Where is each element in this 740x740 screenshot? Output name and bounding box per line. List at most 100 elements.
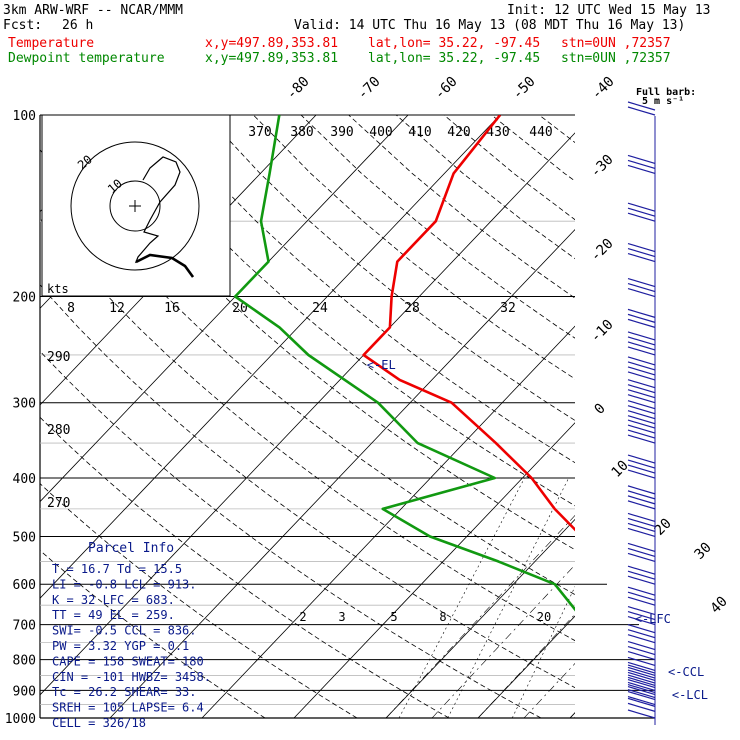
dewpoint-legend-xy: x,y=497.89,353.81 bbox=[205, 51, 339, 66]
wind-barb bbox=[627, 690, 656, 701]
pressure-label-1000: 1000 bbox=[5, 712, 36, 727]
wind-barb bbox=[627, 606, 656, 616]
pressure-label-900: 900 bbox=[13, 684, 36, 699]
forecast-value: 26 h bbox=[62, 18, 94, 33]
parcel-info-title: Parcel Info bbox=[88, 541, 174, 556]
wind-barb bbox=[627, 495, 656, 505]
wind-barb bbox=[627, 591, 656, 601]
wind-barb bbox=[627, 361, 656, 371]
wind-barb bbox=[627, 522, 656, 533]
isotherm-line bbox=[40, 115, 409, 503]
parcel-info-row: CAPE = 158 SWEAT= 180 bbox=[52, 654, 204, 668]
hodograph-trace-lowlevel bbox=[135, 253, 195, 278]
isotherm-label: 10 bbox=[609, 458, 632, 481]
wind-barb bbox=[627, 527, 656, 538]
wind-barb bbox=[627, 697, 656, 707]
hodograph-ring bbox=[70, 141, 200, 271]
temperature-legend-latlon: lat,lon= 35.22, -97.45 bbox=[368, 36, 541, 51]
wind-barb bbox=[627, 695, 656, 706]
wind-barb bbox=[627, 666, 656, 677]
mixing-ratio-label: 28 bbox=[404, 301, 420, 316]
model-title: 3km ARW-WRF -- NCAR/MMM bbox=[3, 3, 184, 18]
wind-barb bbox=[627, 547, 656, 558]
wind-barb bbox=[627, 252, 656, 263]
dry-adiabat-line bbox=[40, 148, 575, 596]
parcel-info-row: CIN = -101 HWBZ= 3458. bbox=[52, 670, 211, 684]
wind-barb bbox=[627, 341, 656, 351]
dry-adiabat-line bbox=[634, 115, 740, 718]
wind-barb bbox=[627, 517, 656, 528]
wind-barb bbox=[627, 645, 656, 656]
theta-e-label: 430 bbox=[486, 125, 509, 140]
wind-barb bbox=[627, 384, 656, 394]
parcel-info-row: Tc = 26.2 SHEAR= 33. bbox=[52, 685, 197, 699]
wind-barb bbox=[627, 709, 656, 719]
wind-barb bbox=[627, 671, 656, 681]
theta-e-label: 440 bbox=[529, 125, 552, 140]
dry-adiabat-line bbox=[491, 115, 575, 182]
wind-barb bbox=[627, 616, 656, 626]
wind-barb bbox=[627, 586, 656, 596]
barb-legend-title: Full barb: bbox=[636, 87, 696, 98]
moist-adiabat-line bbox=[616, 297, 740, 719]
wind-barb bbox=[627, 674, 656, 684]
mixing-ratio-label: 8 bbox=[439, 610, 446, 624]
dry-adiabat-line bbox=[443, 115, 575, 221]
annotation-label: <-EL bbox=[367, 358, 396, 372]
wind-barb bbox=[627, 164, 656, 175]
wind-barb bbox=[627, 410, 656, 420]
wind-barb bbox=[627, 318, 656, 328]
pressure-label-700: 700 bbox=[13, 619, 36, 634]
wind-barb bbox=[627, 405, 656, 415]
dewpoint-legend-latlon: lat,lon= 35.22, -97.45 bbox=[368, 51, 541, 66]
dry-adiabat-line bbox=[40, 483, 358, 718]
wind-barb bbox=[627, 356, 656, 366]
wind-barb bbox=[627, 394, 656, 404]
pressure-label-600: 600 bbox=[13, 578, 36, 593]
dewpoint-legend-stn: stn=0UN ,72357 bbox=[561, 51, 671, 66]
mixing-ratio-label: 2 bbox=[299, 610, 306, 624]
wind-barb bbox=[627, 282, 656, 293]
parcel-info-row: TT = 49 EL = 259. bbox=[52, 608, 175, 622]
dry-adiabat-line bbox=[110, 115, 575, 507]
temperature-legend-stn: stn=0UN ,72357 bbox=[561, 36, 671, 51]
parcel-info-row: LI = -0.8 LCL = 913. bbox=[52, 577, 197, 591]
isotherm-line bbox=[385, 518, 575, 718]
isotherm-label: 0 bbox=[592, 401, 609, 418]
dry-adiabat-line bbox=[253, 115, 575, 380]
moist-adiabat-line bbox=[708, 297, 740, 719]
wind-barb bbox=[627, 640, 656, 651]
moist-adiabat-line bbox=[662, 297, 740, 719]
wind-barb bbox=[627, 331, 656, 341]
dry-adiabat-line bbox=[40, 284, 575, 689]
wind-barb bbox=[627, 464, 656, 474]
isotherm-line bbox=[293, 422, 575, 718]
pressure-label-500: 500 bbox=[13, 530, 36, 545]
wind-barb bbox=[627, 685, 656, 696]
mixing-ratio-line bbox=[733, 478, 740, 718]
wind-barb bbox=[627, 681, 656, 691]
isotherm-label: -80 bbox=[284, 74, 313, 103]
wind-barb bbox=[627, 575, 656, 585]
temperature-profile bbox=[362, 115, 575, 532]
mixing-ratio-line bbox=[673, 478, 740, 718]
wind-barb bbox=[627, 500, 656, 510]
dry-adiabat-line bbox=[40, 350, 542, 718]
dewpoint-legend-name: Dewpoint temperature bbox=[8, 51, 165, 66]
mixing-ratio-label: 20 bbox=[537, 610, 551, 624]
wind-barb bbox=[627, 212, 656, 222]
wind-barb bbox=[627, 202, 656, 212]
wind-barb bbox=[627, 415, 656, 425]
isotherm-label: -50 bbox=[510, 74, 539, 103]
isotherm-line bbox=[201, 325, 575, 718]
wind-barb bbox=[627, 379, 656, 389]
dry-adiabat-line bbox=[40, 549, 266, 718]
wind-barb bbox=[627, 277, 656, 288]
moist-adiabat-line bbox=[431, 564, 575, 718]
dry-adiabat-line bbox=[40, 416, 450, 718]
parcel-info-row: SREH = 105 LAPSE= 6.4 bbox=[52, 701, 204, 715]
hodograph-trace-group bbox=[134, 156, 195, 278]
dry-adiabat-line bbox=[395, 115, 575, 260]
wind-barb bbox=[627, 400, 656, 410]
